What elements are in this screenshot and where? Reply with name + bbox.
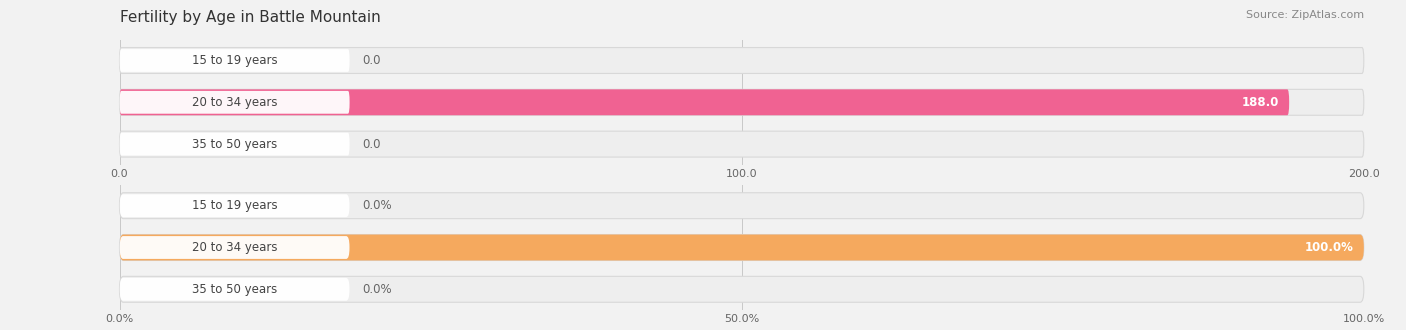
FancyBboxPatch shape [120,236,350,259]
FancyBboxPatch shape [120,193,1364,219]
Text: 15 to 19 years: 15 to 19 years [191,199,277,212]
Text: 188.0: 188.0 [1241,96,1279,109]
FancyBboxPatch shape [120,89,1364,115]
Text: Source: ZipAtlas.com: Source: ZipAtlas.com [1246,10,1364,20]
Text: Fertility by Age in Battle Mountain: Fertility by Age in Battle Mountain [120,10,380,25]
FancyBboxPatch shape [120,48,1364,74]
FancyBboxPatch shape [120,133,350,155]
Text: 0.0: 0.0 [363,138,381,150]
FancyBboxPatch shape [120,235,1364,260]
Text: 0.0%: 0.0% [363,199,392,212]
Text: 100.0%: 100.0% [1305,241,1354,254]
Text: 0.0: 0.0 [363,54,381,67]
Text: 15 to 19 years: 15 to 19 years [191,54,277,67]
FancyBboxPatch shape [120,235,1364,260]
FancyBboxPatch shape [120,49,350,72]
FancyBboxPatch shape [120,89,1289,115]
Text: 0.0%: 0.0% [363,283,392,296]
FancyBboxPatch shape [120,194,350,217]
Text: 20 to 34 years: 20 to 34 years [191,241,277,254]
FancyBboxPatch shape [120,131,1364,157]
Text: 35 to 50 years: 35 to 50 years [193,283,277,296]
Text: 35 to 50 years: 35 to 50 years [193,138,277,150]
FancyBboxPatch shape [120,276,1364,302]
FancyBboxPatch shape [120,91,350,114]
Text: 20 to 34 years: 20 to 34 years [191,96,277,109]
FancyBboxPatch shape [120,278,350,301]
